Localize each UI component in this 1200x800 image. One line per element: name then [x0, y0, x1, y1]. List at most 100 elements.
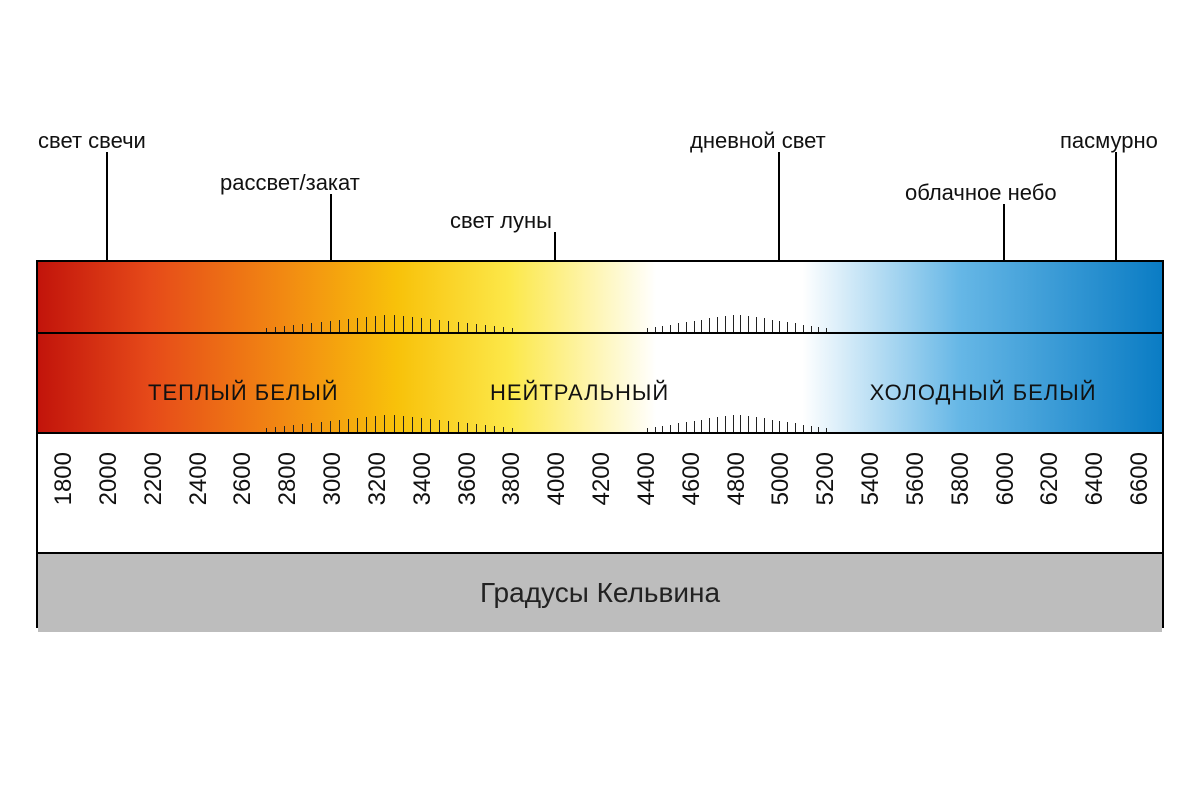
callout-label: облачное небо	[905, 180, 1057, 206]
hatch-mark	[439, 420, 440, 432]
hatch-mark	[701, 420, 702, 432]
hatch-mark	[795, 323, 796, 332]
zone-label: НЕЙТРАЛЬНЫЙ	[490, 380, 669, 406]
gradient-midline	[38, 332, 1162, 334]
color-temperature-gradient	[38, 262, 1162, 432]
hatch-mark	[779, 321, 780, 332]
hatch-mark	[811, 326, 812, 332]
hatch-mark	[764, 318, 765, 332]
hatch-mark	[662, 326, 663, 332]
kelvin-tick: 5000	[767, 452, 795, 505]
hatch-mark	[311, 323, 312, 332]
hatch-mark	[302, 424, 303, 432]
hatch-mark	[733, 315, 734, 332]
hatch-mark	[403, 416, 404, 432]
kelvin-tick: 2800	[274, 452, 302, 505]
hatch-mark	[348, 319, 349, 332]
hatch-mark	[803, 425, 804, 432]
hatch-mark	[366, 317, 367, 332]
hatch-mark	[266, 328, 267, 332]
hatch-mark	[311, 423, 312, 432]
hatch-mark	[467, 423, 468, 432]
hatch-mark	[284, 326, 285, 332]
hatch-mark	[321, 322, 322, 332]
hatch-mark	[430, 319, 431, 332]
hatch-mark	[339, 420, 340, 432]
hatch-mark	[779, 421, 780, 432]
kelvin-tick: 2600	[229, 452, 257, 505]
kelvin-tick: 3000	[319, 452, 347, 505]
hatch-mark	[678, 323, 679, 332]
hatch-mark	[357, 418, 358, 432]
callout-label: свет луны	[450, 208, 552, 234]
kelvin-tick: 6400	[1081, 452, 1109, 505]
hatch-mark	[670, 425, 671, 432]
hatch-mark	[503, 327, 504, 332]
kelvin-tick: 6200	[1036, 452, 1064, 505]
kelvin-tick: 5200	[812, 452, 840, 505]
hatch-mark	[467, 323, 468, 332]
hatch-mark	[293, 325, 294, 332]
hatch-mark	[748, 416, 749, 432]
hatch-mark	[694, 421, 695, 432]
hatch-mark	[403, 316, 404, 332]
callout-label: рассвет/закат	[220, 170, 360, 196]
hatch-mark	[439, 320, 440, 332]
callout-label: свет свечи	[38, 128, 146, 154]
hatch-mark	[485, 325, 486, 332]
callout-label: дневной свет	[690, 128, 826, 154]
hatch-mark	[709, 318, 710, 332]
hatch-mark	[803, 325, 804, 332]
hatch-mark	[412, 317, 413, 332]
hatch-mark	[357, 318, 358, 332]
kelvin-tick: 4000	[543, 452, 571, 505]
kelvin-tick: 4800	[723, 452, 751, 505]
kelvin-tick: 3800	[498, 452, 526, 505]
hatch-mark	[686, 422, 687, 432]
kelvin-tick: 5600	[902, 452, 930, 505]
hatch-mark	[476, 424, 477, 432]
hatch-mark	[275, 327, 276, 332]
hatch-mark	[476, 324, 477, 332]
hatch-mark	[375, 416, 376, 432]
hatch-mark	[756, 417, 757, 432]
hatch-mark	[772, 320, 773, 332]
callout-label: пасмурно	[1060, 128, 1158, 154]
hatch-mark	[764, 418, 765, 432]
hatch-mark	[348, 419, 349, 432]
hatch-mark	[384, 315, 385, 332]
hatch-mark	[701, 320, 702, 332]
hatch-mark	[458, 422, 459, 432]
chart-box: ТЕПЛЫЙ БЕЛЫЙНЕЙТРАЛЬНЫЙХОЛОДНЫЙ БЕЛЫЙ 18…	[36, 260, 1164, 628]
hatch-mark	[795, 423, 796, 432]
kelvin-tick: 6000	[992, 452, 1020, 505]
hatch-mark	[421, 418, 422, 432]
hatch-mark	[421, 318, 422, 332]
hatch-mark	[485, 425, 486, 432]
hatch-mark	[670, 325, 671, 332]
hatch-mark	[293, 425, 294, 432]
hatch-mark	[330, 421, 331, 432]
hatch-mark	[826, 328, 827, 332]
hatch-mark	[448, 321, 449, 332]
hatch-mark	[494, 326, 495, 332]
hatch-mark	[733, 415, 734, 432]
hatch-mark	[394, 315, 395, 332]
kelvin-scale: 1800200022002400260028003000320034003600…	[38, 432, 1162, 554]
kelvin-tick: 6600	[1126, 452, 1154, 505]
hatch-mark	[787, 322, 788, 332]
hatch-mark	[787, 422, 788, 432]
hatch-mark	[412, 417, 413, 432]
hatch-mark	[458, 322, 459, 332]
kelvin-tick: 2000	[95, 452, 123, 505]
hatch-mark	[740, 315, 741, 332]
axis-title-band: Градусы Кельвина	[38, 552, 1162, 632]
hatch-mark	[375, 316, 376, 332]
kelvin-tick: 5400	[857, 452, 885, 505]
kelvin-tick: 4600	[678, 452, 706, 505]
hatch-mark	[740, 415, 741, 432]
hatch-mark	[448, 421, 449, 432]
kelvin-tick: 3400	[409, 452, 437, 505]
zone-label: ХОЛОДНЫЙ БЕЛЫЙ	[870, 380, 1097, 406]
hatch-mark	[725, 316, 726, 332]
